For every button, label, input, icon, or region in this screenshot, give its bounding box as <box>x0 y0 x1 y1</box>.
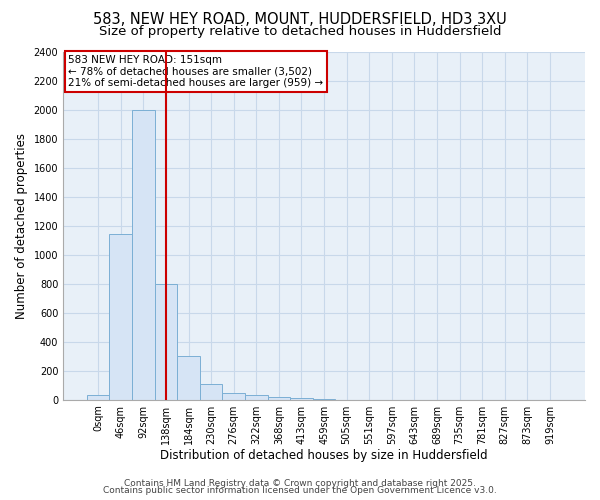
X-axis label: Distribution of detached houses by size in Huddersfield: Distribution of detached houses by size … <box>160 450 488 462</box>
Text: Contains HM Land Registry data © Crown copyright and database right 2025.: Contains HM Land Registry data © Crown c… <box>124 478 476 488</box>
Y-axis label: Number of detached properties: Number of detached properties <box>15 132 28 318</box>
Text: 583, NEW HEY ROAD, MOUNT, HUDDERSFIELD, HD3 3XU: 583, NEW HEY ROAD, MOUNT, HUDDERSFIELD, … <box>93 12 507 28</box>
Bar <box>245 394 268 400</box>
Bar <box>87 396 109 400</box>
Bar <box>313 399 335 400</box>
Bar <box>223 393 245 400</box>
Bar <box>132 110 155 400</box>
Text: Contains public sector information licensed under the Open Government Licence v3: Contains public sector information licen… <box>103 486 497 495</box>
Bar <box>268 397 290 400</box>
Text: 583 NEW HEY ROAD: 151sqm
← 78% of detached houses are smaller (3,502)
21% of sem: 583 NEW HEY ROAD: 151sqm ← 78% of detach… <box>68 55 323 88</box>
Bar <box>290 398 313 400</box>
Bar <box>155 284 177 400</box>
Bar <box>177 356 200 400</box>
Text: Size of property relative to detached houses in Huddersfield: Size of property relative to detached ho… <box>99 25 501 38</box>
Bar <box>109 234 132 400</box>
Bar <box>200 384 223 400</box>
